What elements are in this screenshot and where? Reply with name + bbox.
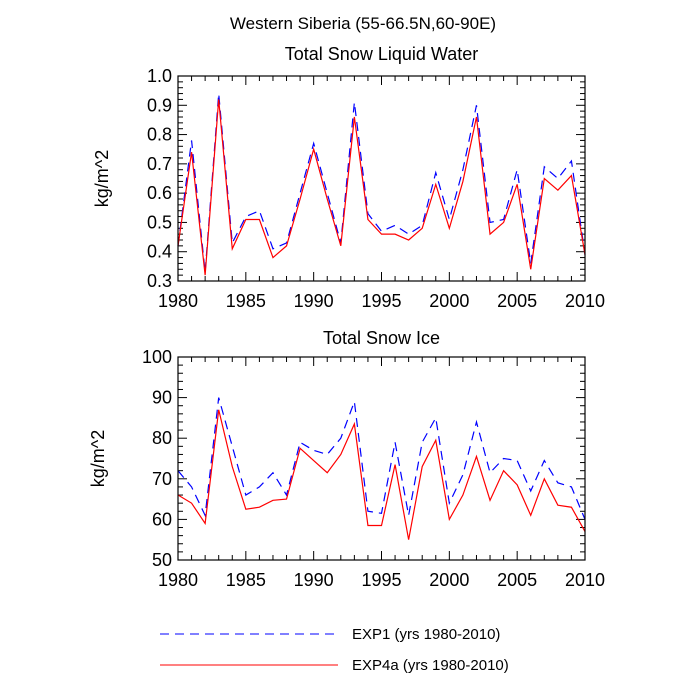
- plot-frame: [177, 356, 586, 561]
- x-tick-label: 2005: [497, 570, 537, 590]
- chart-title: Total Snow Liquid Water: [285, 44, 478, 64]
- x-tick-label: 2005: [497, 291, 537, 311]
- figure-suptitle: Western Siberia (55-66.5N,60-90E): [230, 14, 496, 33]
- y-tick-label: 0.3: [147, 271, 172, 291]
- x-tick-label: 2000: [429, 291, 469, 311]
- x-tick-label: 1990: [294, 291, 334, 311]
- x-tick-label: 1980: [158, 570, 198, 590]
- x-tick-label: 1985: [226, 570, 266, 590]
- x-tick-label: 1980: [158, 291, 198, 311]
- x-tick-label: 2010: [565, 570, 605, 590]
- y-tick-label: 70: [152, 469, 172, 489]
- legend-label-exp4a: EXP4a (yrs 1980-2010): [352, 657, 509, 674]
- x-tick-label: 2000: [429, 570, 469, 590]
- legend-label-exp1: EXP1 (yrs 1980-2010): [352, 626, 500, 643]
- y-axis-label: kg/m^2: [92, 150, 112, 207]
- y-tick-label: 0.5: [147, 212, 172, 232]
- y-tick-label: 60: [152, 509, 172, 529]
- x-tick-label: 2010: [565, 291, 605, 311]
- panel-snow-liquid-water: Total Snow Liquid Water kg/m^2 0.3 0.4 0.5 0.…: [92, 44, 605, 311]
- legend: EXP1 (yrs 1980-2010) EXP4a (yrs 1980-201…: [160, 626, 509, 674]
- y-tick-label: 50: [152, 550, 172, 570]
- y-axis-label: kg/m^2: [88, 430, 108, 487]
- panel-snow-ice: Total Snow Ice kg/m^2 50 60 70 80 90 100 1980 198…: [88, 328, 605, 590]
- y-tick-label: 0.4: [147, 242, 172, 262]
- series-line-exp4a: [177, 99, 586, 276]
- chart-title: Total Snow Ice: [323, 328, 440, 348]
- x-tick-label: 1985: [226, 291, 266, 311]
- y-tick-label: 0.8: [147, 125, 172, 145]
- y-tick-label: 100: [142, 347, 172, 367]
- y-tick-label: 80: [152, 428, 172, 448]
- y-tick-label: 0.7: [147, 154, 172, 174]
- y-tick-label: 0.6: [147, 183, 172, 203]
- x-tick-label: 1990: [294, 570, 334, 590]
- y-tick-label: 90: [152, 388, 172, 408]
- x-tick-label: 1995: [361, 291, 401, 311]
- y-tick-label: 0.9: [147, 95, 172, 115]
- x-tick-label: 1995: [361, 570, 401, 590]
- plot-frame: [177, 75, 586, 282]
- y-tick-label: 1.0: [147, 66, 172, 86]
- series-line-exp1: [177, 93, 586, 273]
